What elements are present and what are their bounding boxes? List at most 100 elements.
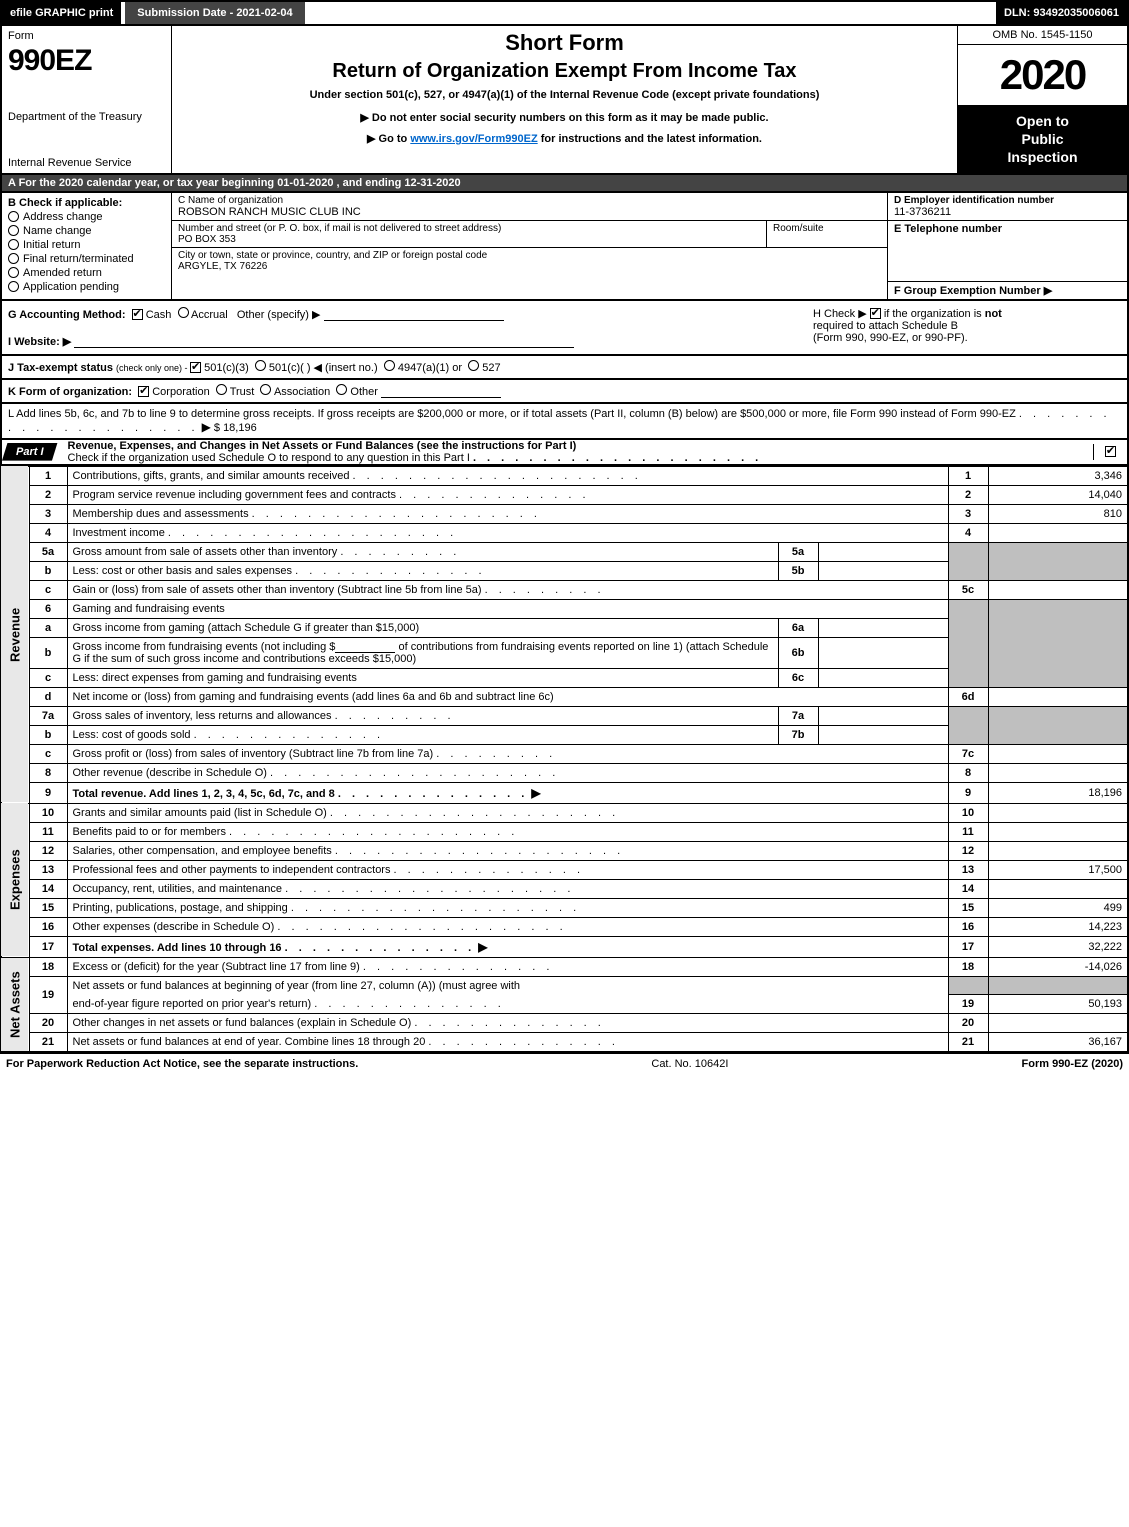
line-col-no: 3 [948,504,988,523]
dept-treasury: Department of the Treasury [8,111,165,123]
g-other-input[interactable] [324,309,504,321]
6b-amount-input[interactable] [335,641,395,653]
shaded-cell [948,599,988,687]
line-desc: Total expenses. Add lines 10 through 16 … [67,936,948,957]
street-cell: Number and street (or P. O. box, if mail… [172,221,767,247]
line-desc: Grants and similar amounts paid (list in… [67,803,948,822]
dots-icon: . . . . . . . . . . . . . . . . . . . . … [285,883,574,895]
chk-application-pending[interactable]: Application pending [8,281,165,293]
shaded-cell [988,706,1128,744]
line-no: 11 [29,822,67,841]
line-desc: Membership dues and assessments . . . . … [67,504,948,523]
inner-line-no: 6b [778,637,818,668]
line-desc: Excess or (deficit) for the year (Subtra… [67,957,948,976]
chk-trust[interactable] [216,384,227,395]
dots-icon: . . . . . . . . . . . . . . [285,942,476,954]
chk-other-org[interactable] [336,384,347,395]
chk-501c3[interactable] [190,362,201,373]
line-no: 6 [29,599,67,618]
dots-icon: . . . . . . . . . [485,584,605,596]
chk-schedule-o[interactable] [1105,446,1116,457]
line-desc: Program service revenue including govern… [67,485,948,504]
chk-association[interactable] [260,384,271,395]
table-row: 19 Net assets or fund balances at beginn… [1,976,1128,995]
row-i: I Website: ▶ [8,335,801,348]
arrow-icon: ▶ [531,786,540,800]
chk-corporation[interactable] [138,386,149,397]
line-desc: end-of-year figure reported on prior yea… [67,995,948,1014]
line-col-no: 18 [948,957,988,976]
dots-icon: . . . . . . . . . . . . . . . . . . . . … [353,470,642,482]
street-label: Number and street (or P. O. box, if mail… [178,223,760,234]
b-title: B Check if applicable: [8,197,165,209]
k-trust-label: Trust [230,386,255,398]
line-value: 810 [988,504,1128,523]
k-other-input[interactable] [381,386,501,398]
chk-4947a1[interactable] [384,360,395,371]
k-corp-label: Corporation [152,386,209,398]
dots-icon: . . . . . . . . . [340,546,460,558]
website-input[interactable] [74,336,574,348]
chk-accrual[interactable] [178,307,189,318]
dots-icon: . . . . . . . . . . . . . . . . . . . . … [330,807,619,819]
table-row: 5a Gross amount from sale of assets othe… [1,542,1128,561]
line-col-no: 6d [948,687,988,706]
chk-name-change[interactable]: Name change [8,225,165,237]
efile-print-button[interactable]: efile GRAPHIC print [2,2,121,24]
chk-initial-return[interactable]: Initial return [8,239,165,251]
line-col-no: 14 [948,879,988,898]
table-row: 11 Benefits paid to or for members . . .… [1,822,1128,841]
line-no: b [29,725,67,744]
line-no: 2 [29,485,67,504]
dots-icon: . . . . . . . . . . . . . . . . . . . . … [229,826,518,838]
circle-icon [8,211,19,222]
room-label: Room/suite [773,223,881,234]
line-value: 499 [988,898,1128,917]
table-row: 21 Net assets or fund balances at end of… [1,1033,1128,1053]
section-def: D Employer identification number 11-3736… [887,193,1127,299]
line-no: c [29,744,67,763]
line-no: 10 [29,803,67,822]
line-col-no: 13 [948,860,988,879]
chk-label: Name change [23,225,92,237]
table-row: Revenue 1 Contributions, gifts, grants, … [1,466,1128,485]
chk-501c[interactable] [255,360,266,371]
form-id-column: Form 990EZ Department of the Treasury In… [2,26,172,173]
line-desc: Gross sales of inventory, less returns a… [67,706,778,725]
chk-address-change[interactable]: Address change [8,211,165,223]
chk-schedule-b[interactable] [870,308,881,319]
dots-icon: . . . . . . . . . . . . . . . . . . . . … [277,921,566,933]
open-line2: Public [962,130,1123,148]
chk-527[interactable] [468,360,479,371]
chk-final-return[interactable]: Final return/terminated [8,253,165,265]
line-col-no: 5c [948,580,988,599]
ein-value: 11-3736211 [894,206,1121,218]
dots-icon: . . . . . . . . . . . . . . [338,788,529,800]
row-ghi: G Accounting Method: Cash Accrual Other … [0,301,1129,356]
line-no: d [29,687,67,706]
phone-label: E Telephone number [894,223,1121,235]
table-row: 8 Other revenue (describe in Schedule O)… [1,763,1128,782]
inner-line-no: 6c [778,668,818,687]
arrow-icon: ▶ [202,420,211,434]
j-527-label: 527 [482,362,500,374]
form-label: Form [8,30,165,42]
ssn-warning: ▶ Do not enter social security numbers o… [180,111,949,124]
chk-cash[interactable] [132,309,143,320]
instructions-link[interactable]: www.irs.gov/Form990EZ [410,133,537,145]
table-row: 12 Salaries, other compensation, and emp… [1,841,1128,860]
group-exemption-cell: F Group Exemption Number ▶ [888,282,1127,299]
chk-amended-return[interactable]: Amended return [8,267,165,279]
line-no: 18 [29,957,67,976]
chk-label: Address change [23,211,103,223]
dots-icon: . . . . . . . . . . . . . . [394,864,585,876]
line-desc: Gross income from fundraising events (no… [67,637,778,668]
chk-label: Amended return [23,267,102,279]
j-note: (check only one) - [116,363,190,373]
line-desc: Gross amount from sale of assets other t… [67,542,778,561]
g-other-label: Other (specify) ▶ [237,309,321,321]
revenue-sidelabel: Revenue [1,466,29,803]
line-desc: Gaming and fundraising events [67,599,948,618]
dln-badge: DLN: 93492035006061 [996,2,1127,24]
h-text4: (Form 990, 990-EZ, or 990-PF). [813,332,968,344]
